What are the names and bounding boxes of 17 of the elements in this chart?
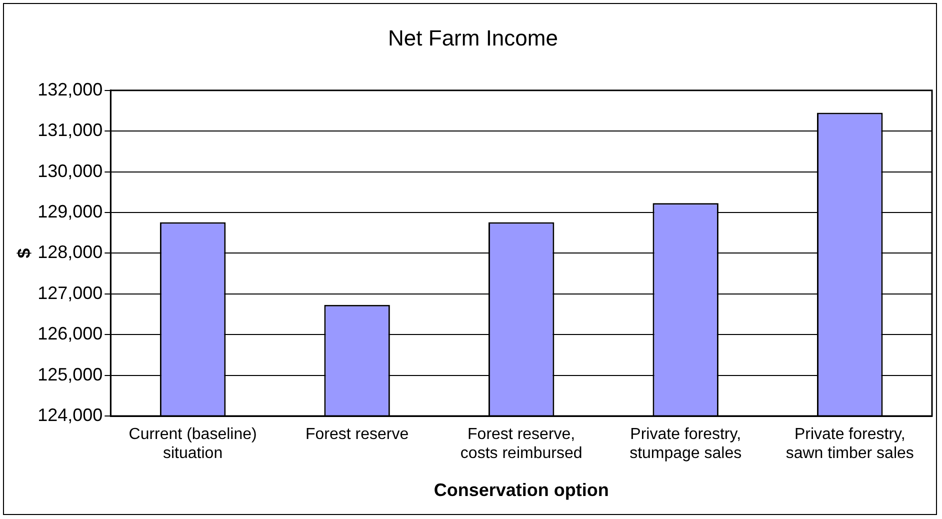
x-tick-label: Private forestry, stumpage sales — [630, 426, 742, 462]
y-tick-label: 126,000 — [38, 324, 103, 344]
y-tick-label: 125,000 — [38, 364, 103, 384]
y-tick-label: 132,000 — [38, 79, 103, 100]
y-tick-label: 124,000 — [38, 404, 103, 425]
y-tick-label: 131,000 — [38, 120, 103, 140]
x-tick-label: Forest reserve — [305, 426, 409, 444]
y-axis-title: $ — [14, 248, 34, 258]
y-tick-label: 128,000 — [38, 242, 103, 262]
chart-title: Net Farm Income — [388, 25, 558, 50]
x-tick-label: Forest reserve, costs reimbursed — [460, 426, 582, 462]
y-tick-label: 130,000 — [38, 160, 103, 181]
x-axis-title: Conservation option — [434, 480, 609, 500]
x-tick-label: Current (baseline) situation — [128, 426, 257, 462]
y-tick-label: 127,000 — [38, 282, 103, 303]
y-tick-label: 129,000 — [38, 201, 103, 222]
x-tick-label: Private forestry, sawn timber sales — [786, 426, 914, 462]
